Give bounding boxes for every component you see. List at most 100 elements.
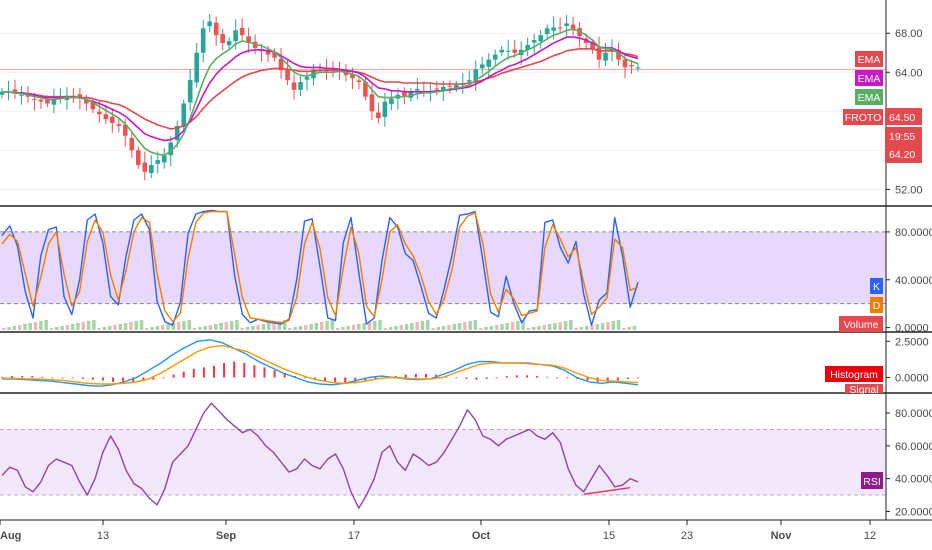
candle-body (369, 94, 375, 112)
volume-bar (55, 327, 59, 330)
volume-bar (139, 320, 144, 330)
histogram-bar (455, 377, 458, 379)
volume-bar (108, 326, 112, 330)
candle-body (220, 34, 225, 43)
candle-body (629, 65, 634, 67)
ema-line-3 (2, 28, 639, 156)
histogram-bar (626, 377, 629, 379)
candle-body (570, 24, 576, 30)
histogram-bar (202, 367, 205, 378)
volume-bar (28, 323, 32, 330)
rsi-badge-text: RSI (863, 476, 881, 488)
histogram-bar (354, 377, 357, 382)
histogram-bar (556, 377, 559, 379)
candle-body (453, 84, 459, 89)
histogram-bar (61, 377, 64, 379)
histogram-bar (495, 377, 498, 379)
candle-body (226, 41, 232, 46)
stoch-tick-label: 0.0000 (895, 323, 929, 335)
macd-tick-label: 0.0000 (895, 373, 929, 385)
histogram-bar (1, 376, 3, 378)
histogram-bar (31, 376, 34, 378)
price-axis: 68.0064.0060.0056.0052.0080.000040.00000… (886, 28, 932, 518)
histogram-bar (263, 367, 266, 378)
volume-bar (86, 321, 91, 330)
candle-body (0, 91, 5, 95)
volume-bar (288, 328, 292, 330)
volume-bar (171, 323, 176, 330)
candle-body (441, 86, 446, 91)
candle-body (298, 82, 303, 90)
histogram-badge: Histogram (825, 366, 883, 382)
histogram-bar (213, 365, 215, 378)
candle-body (97, 111, 102, 115)
volume-bar (335, 328, 340, 330)
volume-bar (330, 320, 335, 330)
signal-line (2, 344, 639, 385)
volume-bar (129, 322, 133, 330)
symbol-badge: FROTO (843, 109, 883, 125)
candle-body (343, 71, 349, 76)
candle-body (116, 124, 122, 126)
candle-body (512, 49, 517, 53)
candle-body (486, 59, 492, 67)
volume-bar (590, 325, 594, 330)
candle-body (168, 142, 174, 156)
volume-bar (320, 322, 324, 330)
candle-body (103, 114, 109, 120)
candle-body (505, 50, 511, 52)
volume-bar (2, 328, 6, 330)
volume-bar (346, 326, 350, 330)
candle-body (466, 80, 472, 82)
volume-bar (229, 321, 234, 330)
volume-bar (367, 322, 372, 330)
price-tick-label: 52.00 (895, 184, 923, 196)
volume-bar (145, 328, 149, 330)
volume-bar (622, 328, 626, 330)
volume-bar (150, 327, 154, 330)
stoch-k-line (1, 209, 639, 326)
candle-body (265, 50, 271, 55)
macd-tick-label: 2.5000 (895, 336, 929, 348)
candle-body (194, 52, 199, 83)
volume-bar (420, 321, 425, 330)
candle-body (77, 94, 83, 99)
volume-bar (585, 326, 589, 330)
time-tick-label: 15 (603, 530, 615, 542)
volume-bar (479, 328, 483, 330)
histogram-bar (91, 377, 94, 380)
time-axis: Aug 13 Sep 17 Oct 15 23 Nov 12 (0, 520, 876, 542)
time-tick-label: 12 (864, 530, 876, 542)
ema-badge-1: EMA (855, 51, 883, 67)
volume-bar (7, 327, 11, 330)
volume-bar (261, 324, 266, 330)
volume-bar (452, 324, 456, 330)
volume-bar (500, 324, 504, 330)
price-tick-label: 68.00 (895, 28, 923, 40)
volume-bar (198, 327, 202, 330)
candle-body (531, 40, 537, 43)
volume-bar (23, 324, 27, 330)
histogram-bar (536, 376, 539, 378)
rsi-tick-label: 40.0000 (895, 474, 932, 486)
histogram-bar (142, 377, 145, 382)
histogram-bar (132, 377, 135, 382)
candle-body (51, 99, 57, 105)
candle-body (181, 103, 187, 128)
candle-body (155, 160, 161, 164)
time-tick-label: 17 (348, 530, 360, 542)
histogram-bar (414, 373, 417, 378)
histogram-bar (546, 376, 549, 378)
volume-bar (410, 323, 414, 330)
volume-bar (12, 326, 17, 330)
volume-bar (426, 320, 430, 330)
histogram-bar (253, 365, 256, 378)
volume-bar (33, 322, 38, 330)
histogram-bar (41, 376, 44, 378)
volume-bar (272, 322, 276, 330)
volume-bar (245, 327, 250, 330)
volume-bar (208, 325, 213, 330)
stoch-d-line (1, 210, 639, 324)
volume-bar (532, 327, 536, 330)
